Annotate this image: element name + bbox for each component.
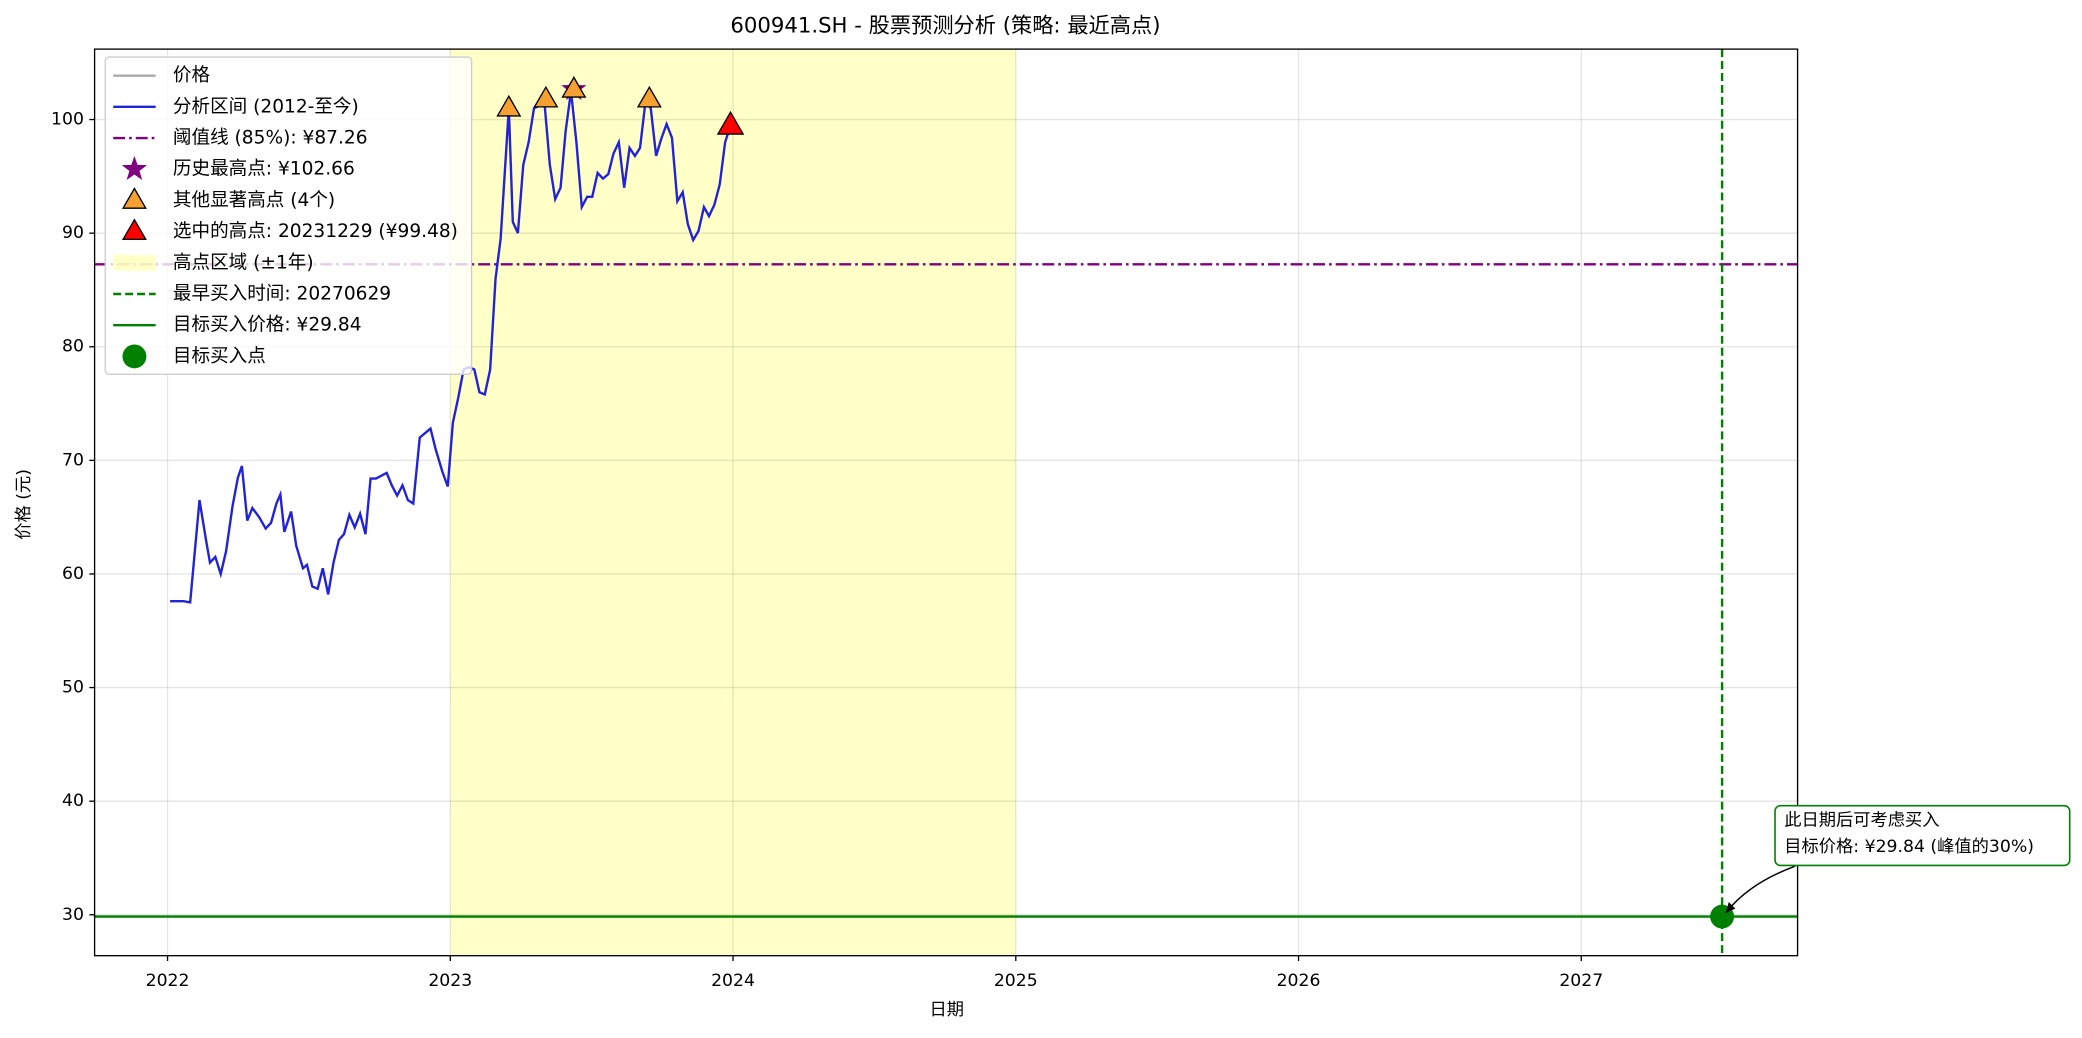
legend-label: 选中的高点: 20231229 (¥99.48): [173, 221, 458, 242]
y-tick-label: 30: [62, 905, 84, 925]
legend-label: 价格: [173, 65, 211, 86]
chart-title: 600941.SH - 股票预测分析 (策略: 最近高点): [730, 14, 1160, 39]
peak-marker: [533, 85, 559, 108]
plot-frame: [93, 48, 1799, 957]
legend-label: 目标买入价格: ¥29.84: [173, 315, 362, 336]
x-tick-label: 2026: [1277, 971, 1321, 991]
x-axis-label: 日期: [930, 1000, 965, 1020]
legend-label: 其他显著高点 (4个): [173, 190, 335, 211]
legend-label: 历史最高点: ¥102.66: [173, 159, 355, 180]
arrow-head: [1726, 902, 1736, 913]
legend-handle: [113, 254, 156, 271]
legend-handle: [121, 155, 148, 180]
peak-marker: [636, 85, 662, 108]
legend-handle: [121, 218, 147, 241]
y-tick-label: 70: [62, 450, 84, 470]
selected-peak: [716, 110, 745, 135]
x-tick-label: 2027: [1559, 971, 1603, 991]
x-tick-label: 2022: [146, 971, 190, 991]
highlight-span: [450, 49, 1016, 956]
legend-box: [104, 56, 473, 375]
peak-marker: [496, 94, 522, 117]
y-tick-label: 50: [62, 678, 84, 698]
annotation-text: 目标价格: ¥29.84 (峰值的30%): [1784, 837, 2034, 857]
legend-label: 阈值线 (85%): ¥87.26: [173, 128, 368, 149]
legend-handle: [121, 187, 147, 209]
legend-label: 高点区域 (±1年): [173, 252, 314, 273]
plot-content: [94, 49, 1798, 956]
y-axis-label: 价格 (元): [14, 469, 34, 540]
legend-label: 分析区间 (2012-至今): [173, 96, 359, 117]
y-tick-label: 100: [51, 110, 84, 130]
x-tick-label: 2023: [428, 971, 472, 991]
legend-label: 目标买入点: [173, 346, 266, 367]
plot-area: 2022 2023 2024 2025 2026 2027 30 40 50 60 70 80 90 10…: [51, 48, 2071, 991]
annotation-text: 此日期后可考虑买入: [1784, 810, 1939, 830]
x-tick-label: 2024: [711, 971, 755, 991]
legend-label: 最早买入时间: 20270629: [173, 284, 391, 305]
annotation-box: [1774, 804, 2071, 867]
y-tick-label: 60: [62, 564, 84, 584]
y-tick-label: 90: [62, 223, 84, 243]
x-tick-label: 2025: [994, 971, 1038, 991]
y-tick-label: 40: [62, 791, 84, 811]
y-tick-label: 80: [62, 337, 84, 357]
peak-marker: [561, 76, 587, 98]
legend-handle: [122, 344, 147, 369]
